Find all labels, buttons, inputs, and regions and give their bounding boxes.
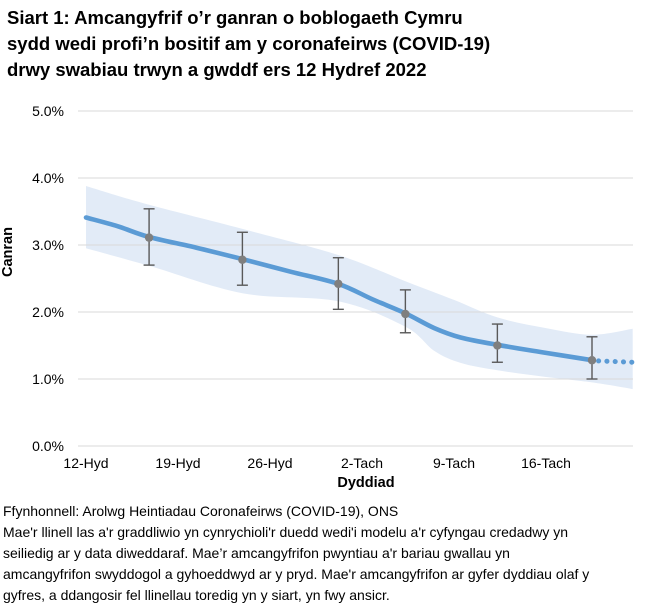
x-tick-label-2-Tach: 2-Tach xyxy=(341,455,383,471)
y-tick-label-0.0%: 0.0% xyxy=(32,438,64,454)
y-tick-label-4.0%: 4.0% xyxy=(32,170,64,186)
point-estimate-marker-3 xyxy=(334,279,343,289)
y-tick-label-3.0%: 3.0% xyxy=(32,237,64,253)
y-tick-label-5.0%: 5.0% xyxy=(32,103,64,119)
trend-line-dotted xyxy=(596,358,636,365)
point-estimate-marker-6 xyxy=(587,356,597,365)
chart-title: Siart 1: Amcangyfrif o’r ganran o boblog… xyxy=(7,5,490,83)
point-estimate-marker-1 xyxy=(144,233,154,242)
chart-title-line-1: Siart 1: Amcangyfrif o’r ganran o boblog… xyxy=(7,7,463,28)
y-tick-label-1.0%: 1.0% xyxy=(32,371,64,387)
chart-canvas: 0.0% 1.0% 2.0% 3.0% 4.0% 5.0% 12-Hyd 19-Hyd 26-H… xyxy=(0,103,636,491)
y-tick-label-2.0%: 2.0% xyxy=(32,304,64,320)
source-line: Ffynhonnell: Arolwg Heintiadau Coronafei… xyxy=(3,503,399,519)
methodology-note-line-2: seiliedig ar y data diweddaraf. Mae’r am… xyxy=(3,545,510,561)
x-tick-label-16-Tach: 16-Tach xyxy=(521,455,571,471)
chart-title-line-2: sydd wedi profi’n bositif am y coronafei… xyxy=(7,33,491,54)
credible-interval-band xyxy=(86,186,633,390)
y-axis-title: Canran xyxy=(0,227,16,277)
x-tick-label-12-Hyd: 12-Hyd xyxy=(63,455,108,471)
methodology-note-line-4: gyfres, a ddangosir fel llinellau toredi… xyxy=(3,587,390,603)
x-axis-title: Dyddiad xyxy=(337,475,394,491)
chart-footnotes: Ffynhonnell: Arolwg Heintiadau Coronafei… xyxy=(3,501,589,606)
chart-plot-area: 0.0% 1.0% 2.0% 3.0% 4.0% 5.0% 12-Hyd 19-Hyd 26-H… xyxy=(0,92,657,494)
point-estimate-marker-4 xyxy=(401,309,410,319)
x-tick-label-19-Hyd: 19-Hyd xyxy=(155,455,200,471)
x-tick-label-26-Hyd: 26-Hyd xyxy=(247,455,292,471)
methodology-note-line-3: amcangyfrifon swyddogol a gyhoeddwyd ar … xyxy=(3,566,590,582)
chart-title-line-3: drwy swabiau trwyn a gwddf ers 12 Hydref… xyxy=(7,59,427,80)
x-tick-label-9-Tach: 9-Tach xyxy=(433,455,475,471)
point-estimate-marker-2 xyxy=(238,255,247,264)
methodology-note-line-1: Mae'r llinell las a'r graddliwio yn cynr… xyxy=(3,524,569,540)
point-estimate-marker-5 xyxy=(493,341,502,350)
